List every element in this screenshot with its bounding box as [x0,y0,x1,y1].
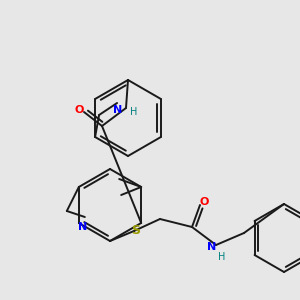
Text: N: N [207,242,217,252]
Text: O: O [74,105,84,115]
Text: N: N [113,105,123,115]
Text: H: H [218,252,226,262]
Text: O: O [199,197,209,207]
Text: N: N [78,222,87,232]
Text: H: H [130,107,138,117]
Text: S: S [131,224,140,238]
